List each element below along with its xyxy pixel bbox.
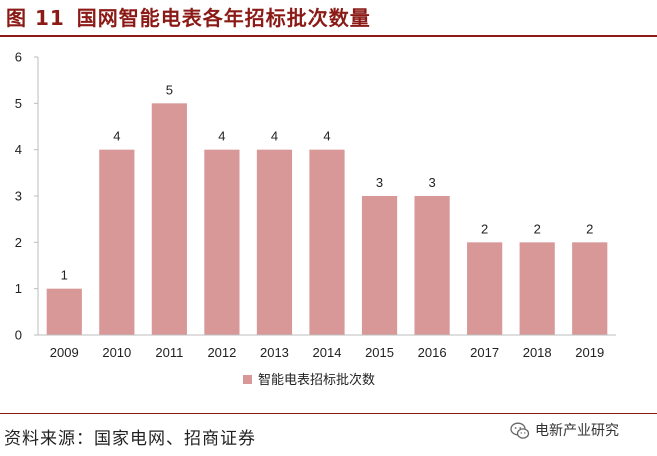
chart-title: 图 11 国网智能电表各年招标批次数量 (6, 4, 371, 32)
x-axis: 2009 2010 2011 2012 2013 2014 2015 2016 2017 2018… (38, 334, 616, 360)
brand-watermark: 电新产业研究 (510, 420, 619, 442)
bar (256, 149, 293, 335)
bar (99, 149, 135, 335)
x-tick-label: 2010 (102, 345, 131, 360)
x-tick-label: 2011 (155, 345, 183, 360)
bar-value-label: 2 (481, 221, 488, 236)
y-tick-label: 2 (15, 235, 22, 250)
bar-value-label: 4 (113, 129, 120, 144)
bar (46, 288, 82, 335)
legend-label: 智能电表招标批次数 (258, 373, 376, 388)
bar-chart: 0 1 2 3 4 5 6 1 4 5 4 4 4 3 3 2 2 2 2009 2010 2011 2012 2013… (15, 50, 616, 360)
y-tick-label: 4 (15, 142, 22, 157)
title-text: 国网智能电表各年招标批次数量 (76, 6, 371, 30)
bar-value-label: 1 (61, 268, 68, 283)
bar (151, 103, 187, 335)
bar (414, 196, 450, 335)
bar (572, 242, 608, 335)
y-tick-label: 0 (15, 328, 22, 343)
bar (309, 149, 345, 335)
y-tick-label: 5 (15, 96, 22, 111)
y-tick-label: 3 (15, 189, 22, 204)
x-tick-label: 2013 (260, 345, 289, 360)
x-tick-label: 2009 (50, 345, 79, 360)
bar-value-label: 4 (218, 129, 225, 144)
source-note: 资料来源：国家电网、招商证券 (4, 429, 256, 449)
x-tick-label: 2017 (470, 345, 499, 360)
bar (519, 242, 555, 335)
bar-value-label: 2 (586, 221, 593, 236)
bar (204, 149, 240, 335)
legend-swatch (243, 375, 252, 384)
bar-value-label: 4 (323, 129, 330, 144)
bar (467, 242, 503, 335)
bar-value-label: 3 (428, 175, 435, 190)
bar-labels: 1 4 5 4 4 4 3 3 2 2 2 (61, 82, 594, 282)
x-tick-label: 2016 (418, 345, 447, 360)
wechat-icon (510, 422, 530, 439)
bar-value-label: 2 (534, 221, 541, 236)
bar-value-label: 3 (376, 175, 383, 190)
figure-number: 图 11 (6, 6, 65, 30)
legend: 智能电表招标批次数 (243, 372, 375, 390)
x-tick-label: 2015 (365, 345, 394, 360)
y-axis: 0 1 2 3 4 5 6 (15, 50, 39, 343)
x-tick-label: 2012 (207, 345, 236, 360)
bars (46, 103, 608, 335)
footer-divider (0, 413, 657, 414)
bar (361, 196, 398, 335)
x-tick-label: 2018 (523, 345, 552, 360)
bar-value-label: 4 (271, 129, 278, 144)
bar-value-label: 5 (166, 82, 173, 97)
x-tick-label: 2019 (575, 345, 604, 360)
brand-name: 电新产业研究 (535, 423, 619, 439)
x-tick-label: 2014 (313, 345, 342, 360)
y-tick-label: 6 (15, 50, 22, 65)
y-tick-label: 1 (15, 281, 22, 296)
title-divider (0, 35, 657, 37)
